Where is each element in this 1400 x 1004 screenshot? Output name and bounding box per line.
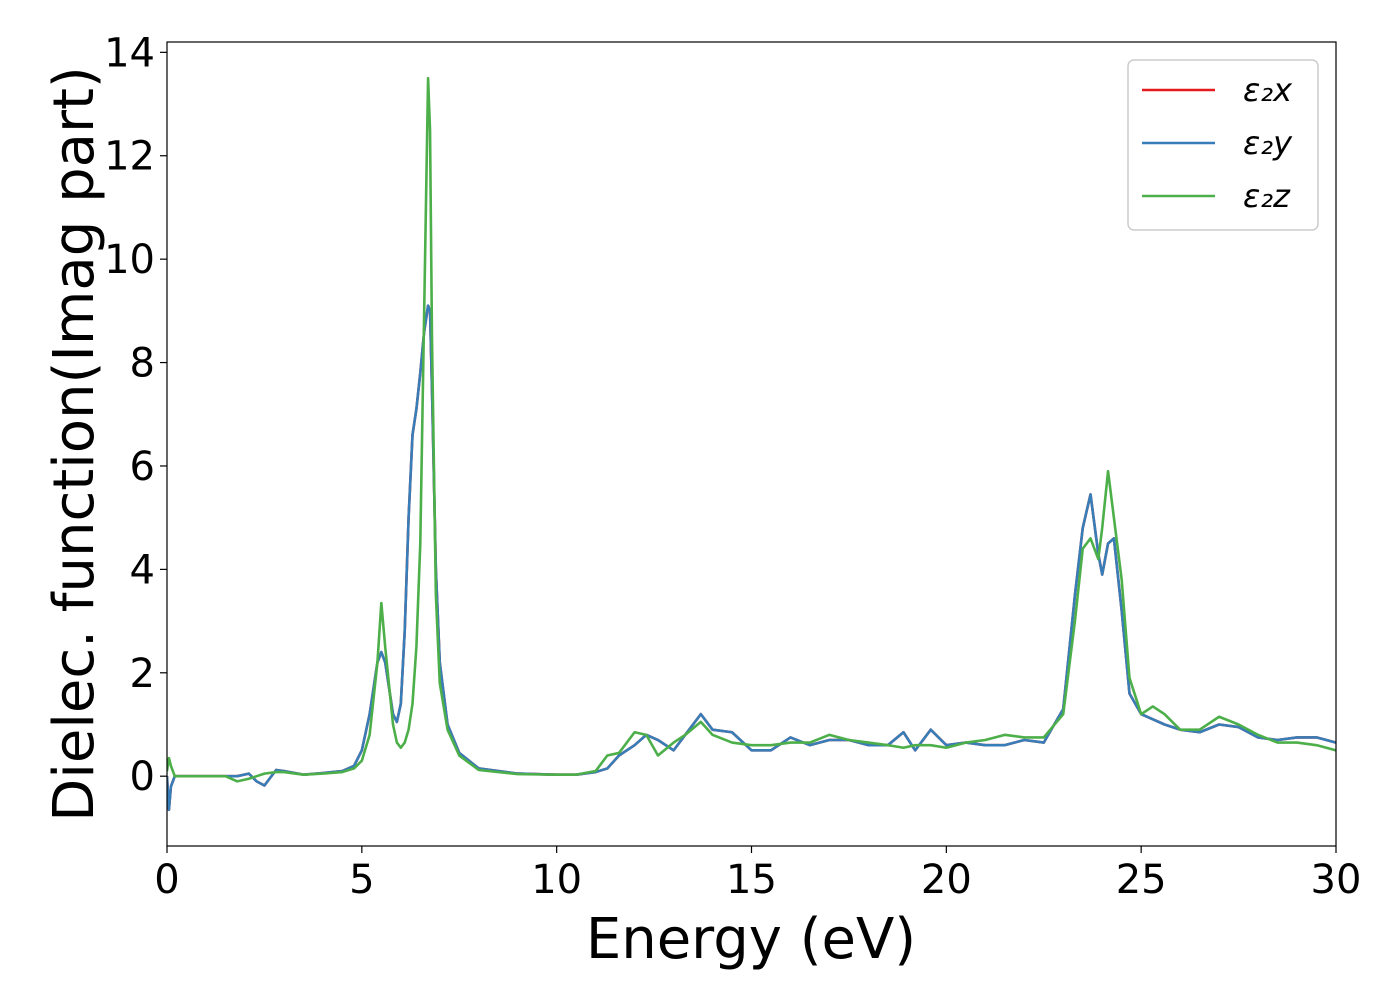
x-tick-label: 5: [349, 857, 374, 903]
y-tick-label: 0: [130, 754, 155, 800]
plot-lines: [167, 76, 1336, 812]
y-tick-label: 12: [104, 134, 155, 180]
x-tick-label: 20: [921, 857, 972, 903]
y-axis-label: Dielec. function(Imag part): [42, 66, 107, 822]
data-line: [167, 76, 1336, 783]
legend: ε₂x ε₂y ε₂z: [1127, 59, 1319, 231]
y-tick-label: 4: [130, 547, 155, 593]
x-tick-label: 10: [531, 857, 582, 903]
y-tick-label: 8: [130, 341, 155, 387]
legend-label: ε₂x: [1243, 71, 1293, 109]
y-tick-label: 14: [104, 30, 155, 76]
legend-label: ε₂y: [1243, 124, 1293, 162]
y-tick-label: 2: [130, 651, 155, 697]
y-tick-label: 6: [130, 444, 155, 490]
x-tick-label: 15: [726, 857, 777, 903]
x-tick-label: 25: [1116, 857, 1167, 903]
legend-box: [1127, 59, 1319, 231]
x-tick-label: 30: [1311, 857, 1362, 903]
x-tick-label: 0: [154, 857, 179, 903]
legend-label: ε₂z: [1243, 177, 1291, 215]
y-tick-label: 10: [104, 237, 155, 283]
x-axis-label: Energy (eV): [586, 907, 916, 972]
